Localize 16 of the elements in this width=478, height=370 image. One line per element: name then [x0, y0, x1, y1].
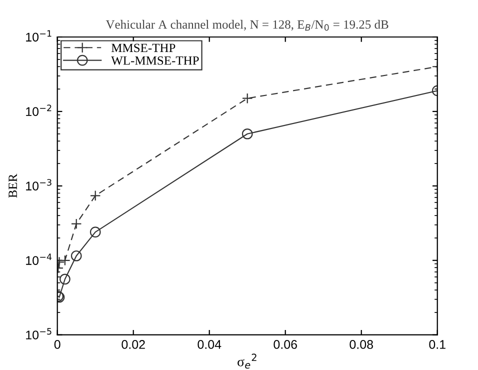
x-tick-label: 0.08: [350, 340, 373, 349]
x-tick-label: 0.02: [122, 340, 145, 349]
legend-label: WL-MMSE-THP: [111, 56, 199, 65]
y-axis-title: BER: [8, 174, 17, 198]
chart-title: Vehicular A channel model, N = 128, E$_{B}$/N$_{0}$ = 19.25 dB: [106, 20, 388, 31]
x-tick-label: 0.06: [274, 340, 297, 349]
legend-label: MMSE-THP: [111, 44, 176, 52]
y-tick-label: 10$^{−5}$: [26, 328, 52, 340]
x-axis-title: σ$_{e}$$^{2}$: [238, 354, 256, 369]
y-tick-label: 10$^{−3}$: [26, 179, 52, 190]
y-tick-label: 10$^{−2}$: [26, 104, 52, 116]
y-tick-label: 10$^{−1}$: [26, 30, 52, 42]
x-tick-label: 0: [54, 340, 60, 349]
y-tick-label: 10$^{−4}$: [26, 254, 52, 265]
x-tick-label: 0.04: [198, 340, 222, 349]
x-tick-label: 0.1: [429, 340, 446, 349]
